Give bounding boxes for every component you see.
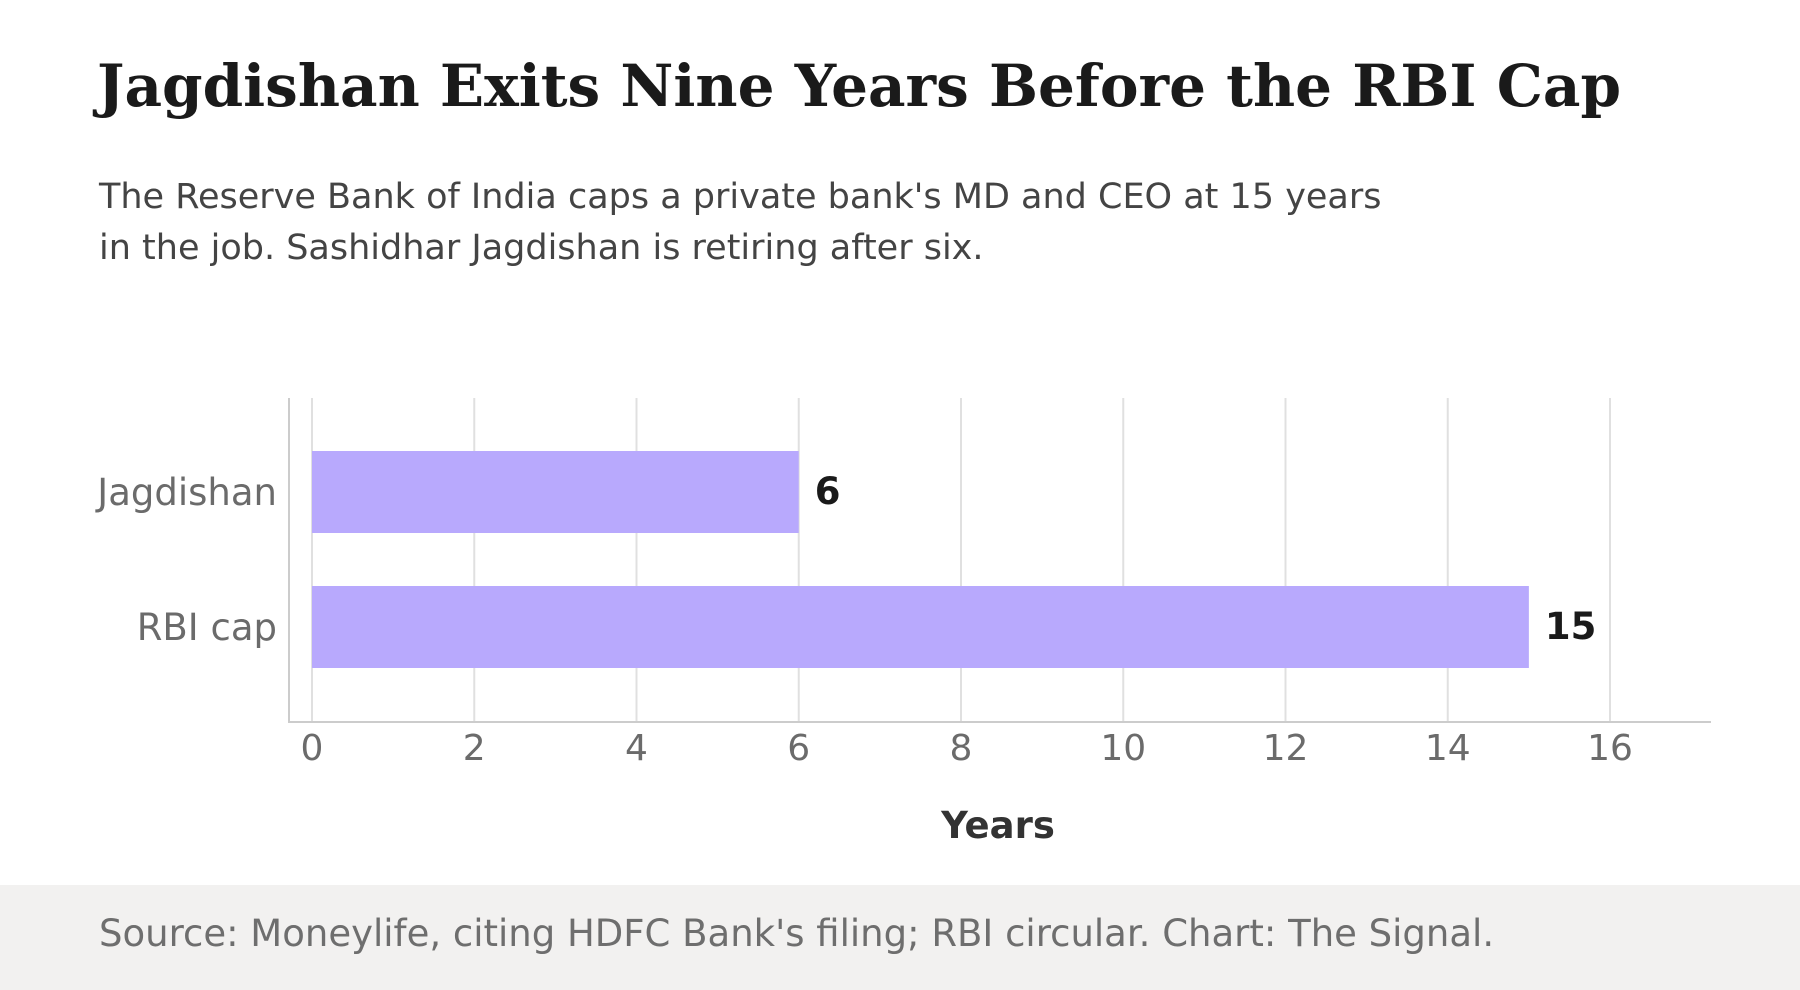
x-tick-label: 10 — [1100, 728, 1146, 769]
bar — [312, 451, 799, 533]
x-tick-label: 4 — [625, 728, 648, 769]
category-label: RBI cap — [137, 606, 277, 649]
data-label: 15 — [1545, 605, 1597, 648]
x-tick-label: 2 — [463, 728, 486, 769]
subtitle-line-1: The Reserve Bank of India caps a private… — [99, 177, 1382, 217]
footer-bar — [0, 885, 1800, 990]
x-tick-label: 12 — [1263, 728, 1309, 769]
chart-subtitle: The Reserve Bank of India caps a private… — [99, 172, 1499, 274]
x-tick-label: 6 — [787, 728, 810, 769]
category-label: Jagdishan — [95, 471, 277, 514]
subtitle-line-2: in the job. Sashidhar Jagdishan is retir… — [99, 228, 984, 268]
bar-chart: 0 2 4 6 8 10 12 14 16 Jagdishan 6 RBI cap 15 Years — [95, 398, 1711, 847]
bar — [312, 586, 1529, 668]
x-tick-label: 8 — [950, 728, 973, 769]
x-axis-title: Years — [940, 804, 1055, 847]
x-tick-label: 14 — [1425, 728, 1471, 769]
data-label: 6 — [815, 470, 841, 513]
x-tick-label: 0 — [301, 728, 324, 769]
x-tick-label: 16 — [1587, 728, 1633, 769]
source-note: Source: Moneylife, citing HDFC Bank's fi… — [99, 912, 1495, 955]
chart-title: Jagdishan Exits Nine Years Before the RB… — [97, 52, 1622, 120]
